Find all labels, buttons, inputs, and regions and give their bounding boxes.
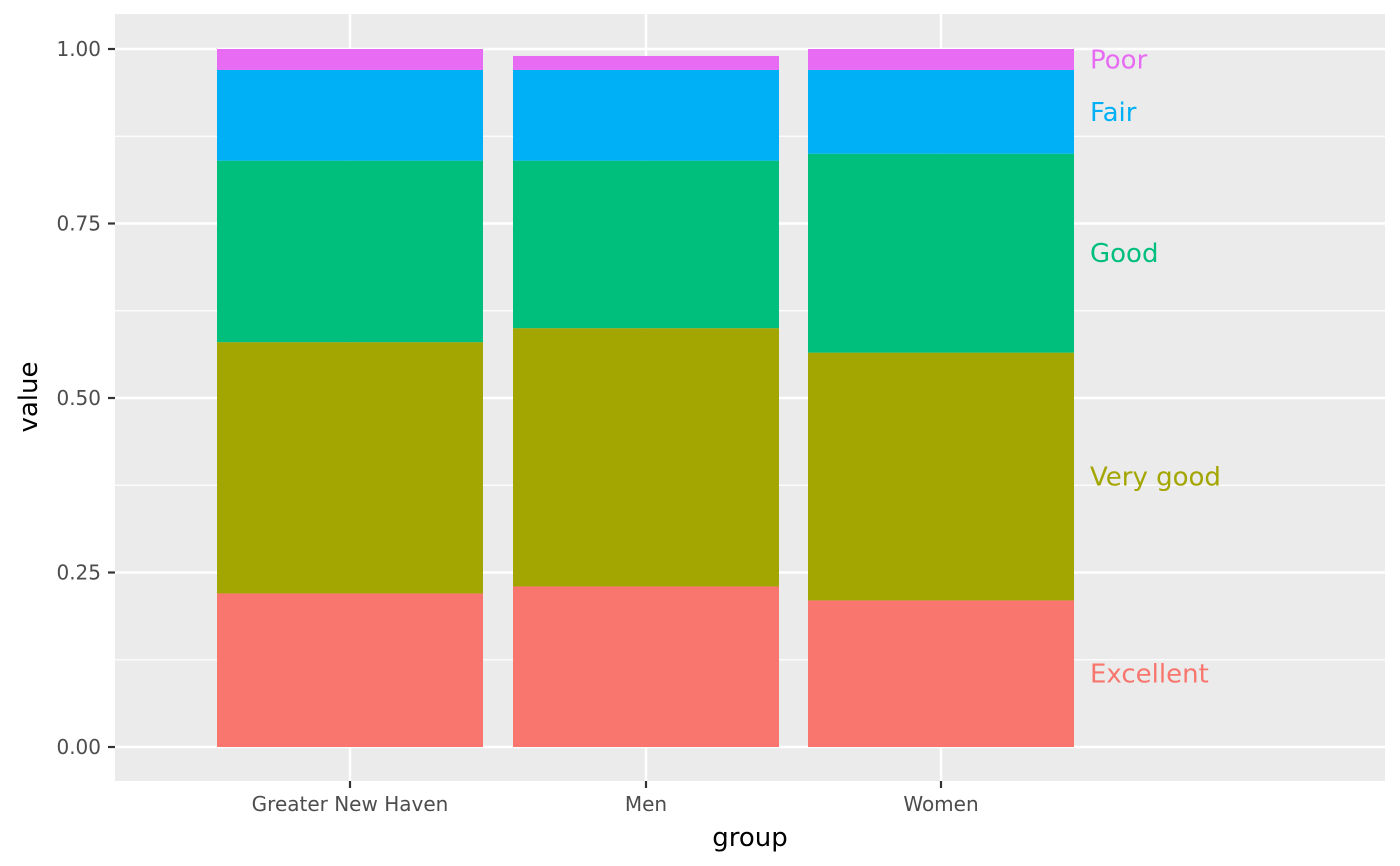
series-label-good: Good: [1090, 239, 1158, 269]
x-tick-label: Greater New Haven: [252, 792, 449, 816]
bar-segment-poor: [513, 55, 779, 70]
bar-segment-excellent: [808, 600, 1074, 747]
series-label-fair: Fair: [1090, 98, 1137, 128]
bar-segment-good: [808, 153, 1074, 353]
y-axis: 0.00 0.25 0.50 0.75 1.00: [56, 37, 115, 759]
y-tick-label: 0.00: [56, 735, 101, 759]
bar-segment-very-good: [513, 328, 779, 587]
x-axis-title: group: [712, 823, 788, 853]
direct-labels: Excellent Very good Good Fair Poor: [1090, 45, 1221, 689]
bar-segment-excellent: [513, 586, 779, 747]
y-tick-label: 0.75: [56, 212, 101, 236]
x-tick-label: Men: [625, 792, 667, 816]
bar-segment-good: [513, 160, 779, 329]
series-label-excellent: Excellent: [1090, 660, 1209, 690]
y-tick-label: 0.25: [56, 561, 101, 585]
bar-segment-very-good: [808, 352, 1074, 601]
y-axis-title: value: [14, 361, 44, 432]
y-tick-label: 0.50: [56, 386, 101, 410]
bar-segment-fair: [217, 69, 483, 161]
series-label-poor: Poor: [1090, 45, 1148, 75]
x-tick-label: Women: [903, 792, 978, 816]
bar-segment-fair: [513, 69, 779, 161]
x-axis: Greater New Haven Men Women: [252, 781, 979, 816]
bar-segment-good: [217, 160, 483, 343]
y-tick-label: 1.00: [56, 37, 101, 61]
bar-segment-very-good: [217, 342, 483, 594]
bar-segment-fair: [808, 69, 1074, 154]
series-label-very-good: Very good: [1090, 463, 1221, 493]
bars: [217, 49, 1074, 747]
bar-segment-excellent: [217, 593, 483, 747]
bar-segment-poor: [808, 49, 1074, 70]
bar-segment-poor: [217, 49, 483, 70]
